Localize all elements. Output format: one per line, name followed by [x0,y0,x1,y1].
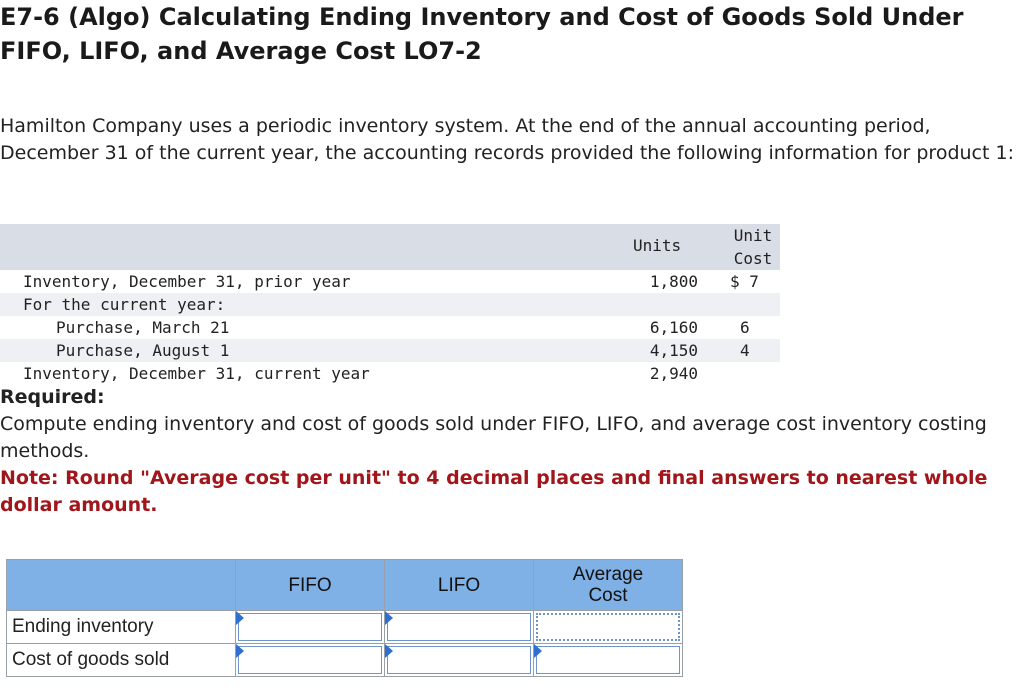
fifo-cogs-input[interactable] [235,643,385,677]
instruction-text: Compute ending inventory and cost of goo… [0,413,987,462]
cost-of-goods-sold-label: Cost of goods sold [6,643,236,677]
row-cost: 6 [740,318,750,337]
inventory-table-header: Units Unit Cost [0,224,780,270]
average-ending-inventory-input[interactable] [533,610,683,644]
answer-corner-cell [6,559,236,611]
problem-intro: Hamilton Company uses a periodic invento… [0,115,1014,164]
row-cost: 4 [740,341,750,360]
answer-row-cost-of-goods-sold: Cost of goods sold [6,643,683,677]
table-row: Inventory, December 31, prior year 1,800… [0,270,780,293]
row-label: For the current year: [23,295,226,314]
table-row: Purchase, March 21 6,160 6 [0,316,780,339]
lifo-ending-inventory-input[interactable] [384,610,534,644]
row-units: 1,800 [649,272,698,291]
table-row: Purchase, August 1 4,150 4 [0,339,780,362]
input-marker-icon [236,611,244,625]
required-heading: Required: [0,386,105,408]
unit-cost-header: Unit Cost [733,226,773,268]
answer-table: FIFO LIFO Average Cost Ending inventory … [6,559,683,677]
row-label: Purchase, March 21 [56,318,230,337]
row-units: 4,150 [649,341,698,360]
row-label: Purchase, August 1 [56,341,230,360]
row-cost: $ 7 [730,272,759,291]
units-header: Units [633,236,682,255]
answer-row-ending-inventory: Ending inventory [6,610,683,644]
row-label: Inventory, December 31, prior year [23,272,351,291]
table-row: For the current year: [0,293,780,316]
input-marker-icon [385,611,393,625]
average-cost-column-header: Average Cost [533,559,683,611]
input-marker-icon [236,644,244,658]
ending-inventory-label: Ending inventory [6,610,236,644]
input-marker-icon [534,644,542,658]
rounding-note: Note: Round "Average cost per unit" to 4… [0,467,988,516]
inventory-table: Units Unit Cost Inventory, December 31, … [0,224,780,385]
row-label: Inventory, December 31, current year [23,364,370,383]
lifo-cogs-input[interactable] [384,643,534,677]
page-title: E7-6 (Algo) Calculating Ending Inventory… [0,3,964,65]
lifo-column-header: LIFO [384,559,534,611]
row-units: 2,940 [649,364,698,383]
row-units: 6,160 [649,318,698,337]
input-marker-icon [385,644,393,658]
fifo-column-header: FIFO [235,559,385,611]
fifo-ending-inventory-input[interactable] [235,610,385,644]
table-row: Inventory, December 31, current year 2,9… [0,362,780,385]
average-cogs-input[interactable] [533,643,683,677]
